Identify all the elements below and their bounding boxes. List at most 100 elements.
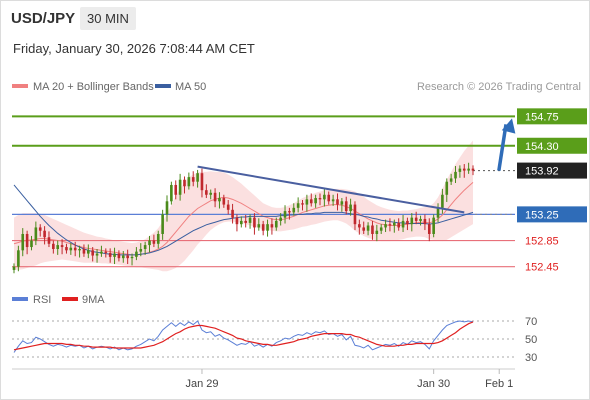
candle-body	[283, 211, 287, 218]
price-tag-152-45: 152.45	[525, 262, 559, 274]
candle-body	[170, 184, 173, 202]
candle-body	[296, 203, 300, 208]
x-tick-label: Feb 1	[485, 378, 513, 390]
candle-body	[21, 233, 25, 251]
candle-body	[449, 178, 453, 182]
candle-body	[113, 253, 116, 257]
price-tag-153-92: 153.92	[525, 166, 559, 178]
candle-body	[69, 247, 73, 251]
candle-body	[148, 240, 151, 246]
candle-body	[60, 245, 64, 248]
candle-body	[401, 220, 405, 228]
ma20-line	[13, 181, 474, 256]
candle-body	[43, 230, 46, 238]
candle-body	[288, 211, 291, 213]
candle-body	[244, 220, 247, 223]
candle-body	[200, 173, 204, 191]
candle-body	[458, 168, 462, 172]
candle-body	[406, 220, 409, 225]
candle-body	[108, 252, 112, 257]
price-tag-bg-154-30	[517, 137, 587, 154]
candle-body	[82, 249, 86, 254]
timeframe-badge[interactable]: 30 MIN	[80, 7, 136, 30]
rsi-level-label-70: 70	[525, 316, 537, 328]
candle-body	[135, 251, 138, 257]
candle-body	[427, 224, 431, 234]
candle-body	[152, 240, 156, 244]
candle-body	[414, 217, 418, 221]
candle-body	[379, 227, 383, 231]
candle-body	[397, 222, 400, 228]
candle-body	[143, 245, 147, 250]
candle-body	[209, 192, 213, 195]
candle-body	[358, 224, 361, 228]
ma50-line	[13, 184, 474, 256]
candle-body	[165, 201, 169, 215]
candle-body	[218, 198, 221, 202]
candle-body	[205, 190, 208, 195]
candle-body	[318, 198, 322, 200]
candle-body	[388, 224, 392, 226]
projection-arrow-head	[501, 118, 516, 134]
candle-body	[183, 179, 186, 187]
bollinger-band-area	[14, 140, 473, 272]
candle-body	[309, 199, 313, 204]
candle-body	[336, 199, 339, 205]
candle-body	[126, 255, 129, 259]
candle-body	[47, 237, 51, 244]
projection-arrow-shaft	[497, 124, 508, 171]
copyright-label: Research © 2026 Trading Central	[417, 81, 581, 93]
candle-body	[340, 201, 344, 205]
price-tag-bg-154-75	[517, 108, 587, 125]
symbol-title: USD/JPY	[11, 10, 76, 27]
bollinger-legend-label: MA 20 + Bollinger Bands	[33, 81, 154, 93]
candle-body	[187, 177, 191, 187]
candle-body	[353, 204, 357, 225]
candle-body	[121, 255, 125, 259]
candle-body	[248, 217, 252, 223]
candle-body	[327, 194, 331, 202]
candle-body	[178, 179, 182, 195]
candle-body	[161, 214, 164, 234]
candle-body	[253, 217, 256, 228]
price-tag-153-25: 153.25	[525, 209, 559, 221]
candle-body	[174, 184, 178, 195]
candle-body	[226, 204, 230, 210]
candle-body	[436, 207, 440, 218]
candle-body	[65, 247, 68, 251]
candle-body	[266, 224, 269, 231]
candle-body	[441, 194, 444, 208]
rsi-ma-legend-label: 9MA	[82, 294, 105, 306]
candle-body	[462, 168, 466, 171]
candle-body	[419, 218, 422, 221]
candle-body	[34, 227, 38, 241]
candle-body	[78, 249, 81, 251]
x-tick-label: Jan 30	[417, 378, 450, 390]
candle-body	[270, 224, 274, 228]
candle-body	[301, 203, 304, 205]
candle-body	[344, 201, 348, 212]
price-tag-154-75: 154.75	[525, 111, 559, 123]
candle-body	[314, 198, 317, 204]
candle-body	[130, 256, 134, 259]
candle-body	[331, 199, 335, 202]
candle-body	[95, 253, 99, 256]
candle-body	[17, 250, 20, 267]
candle-body	[100, 251, 103, 254]
descending-trendline	[197, 165, 465, 214]
candle-body	[25, 233, 29, 248]
rsi-ma-line	[13, 321, 474, 351]
candle-body	[349, 204, 352, 212]
rsi-level-label-50: 50	[525, 334, 537, 346]
candle-body	[305, 199, 309, 205]
candle-body	[366, 225, 370, 231]
candle-body	[87, 250, 90, 254]
candle-body	[213, 192, 217, 202]
rsi-line	[13, 320, 474, 353]
candle-body	[393, 222, 396, 226]
candle-body	[38, 227, 42, 231]
rsi-level-label-30: 30	[525, 352, 537, 364]
candle-body	[257, 224, 261, 228]
candle-body	[196, 173, 199, 182]
